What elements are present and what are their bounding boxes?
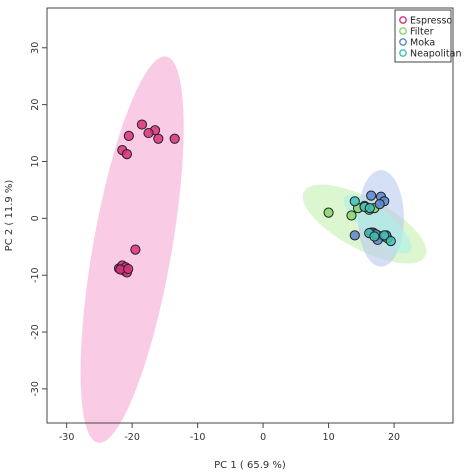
legend-label-filter: Filter — [410, 26, 434, 37]
point-espresso — [136, 119, 148, 130]
point-neapolitan — [379, 230, 390, 241]
point-espresso — [169, 133, 180, 144]
point-neapolitan — [369, 231, 380, 242]
x-tick-label: -10 — [190, 432, 206, 443]
point-espresso — [130, 244, 141, 255]
y-tick-label: 10 — [30, 155, 41, 167]
legend-label-espresso: Espresso — [410, 15, 452, 26]
y-axis-title: PC 2 ( 11.9 %) — [4, 180, 15, 252]
point-filter — [323, 207, 334, 218]
y-tick-label: 0 — [30, 215, 41, 221]
y-tick-label: 20 — [30, 99, 41, 111]
point-neapolitan — [349, 196, 360, 207]
point-filter — [346, 210, 357, 221]
point-espresso — [123, 130, 134, 142]
point-neapolitan — [364, 203, 375, 214]
point-moka — [349, 230, 360, 241]
y-tick-label: -20 — [30, 324, 41, 340]
legend-box — [394, 9, 452, 63]
y-axis: -30 -20 -10 0 10 20 30 — [30, 42, 48, 397]
legend-label-neapolitan: Neapolitan — [410, 48, 461, 59]
point-espresso — [121, 149, 132, 160]
legend-marker-moka — [399, 38, 407, 46]
x-tick-label: 20 — [388, 432, 400, 443]
x-tick-label: -30 — [59, 432, 75, 443]
point-moka — [366, 190, 377, 201]
point-neapolitan — [385, 235, 396, 247]
point-espresso — [123, 263, 134, 275]
point-espresso — [153, 133, 164, 144]
legend-marker-filter — [399, 27, 407, 35]
legend-marker-neapolitan — [399, 49, 407, 57]
x-tick-label: -20 — [124, 432, 140, 443]
point-espresso — [143, 127, 154, 139]
x-tick-label: 10 — [323, 432, 335, 443]
y-tick-label: -30 — [30, 381, 41, 397]
data-points — [113, 119, 396, 278]
confidence-ellipses — [80, 56, 427, 443]
y-tick-label: 30 — [30, 42, 41, 54]
legend-marker-espresso — [399, 16, 407, 24]
legend-label-moka: Moka — [410, 37, 435, 48]
x-axis-title: PC 1 ( 65.9 %) — [214, 460, 286, 471]
x-axis: -30 -20 -10 0 10 20 — [59, 422, 400, 443]
point-moka — [374, 199, 385, 210]
y-tick-label: -10 — [30, 267, 41, 283]
x-tick-label: 0 — [260, 432, 266, 443]
